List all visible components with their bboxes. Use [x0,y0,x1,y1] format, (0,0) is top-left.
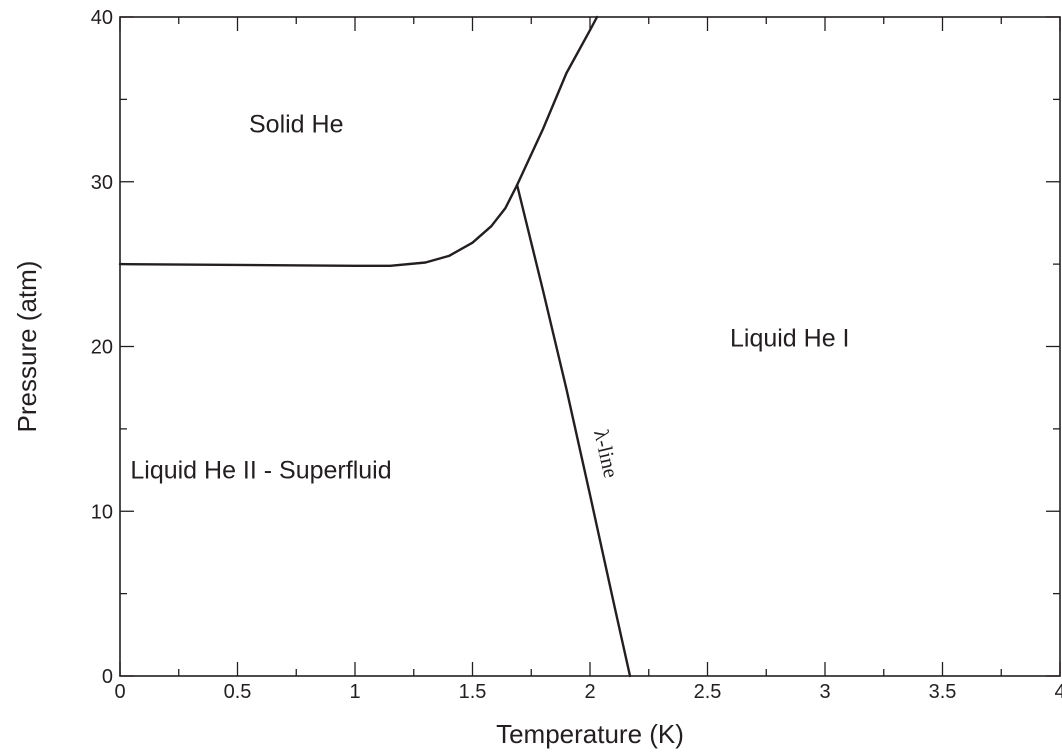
y-tick-label-40: 40 [91,7,113,29]
x-tick-label-0: 0 [114,681,125,703]
plot-frame [119,16,1061,677]
x-axis-title: Temperature (K) [496,719,684,749]
y-tick-label-0: 0 [102,666,113,688]
label-liquid-he-i: Liquid He I [730,325,850,353]
x-tick-label-2: 2 [584,681,595,703]
y-tick-label-10: 10 [91,501,113,523]
label-liquid-he-ii: Liquid He II - Superfluid [130,456,391,484]
x-tick-label-1.5: 1.5 [459,681,487,703]
axis-ticks [119,16,1061,677]
x-tick-label-2.5: 2.5 [694,681,722,703]
y-tick-label-30: 30 [91,172,113,194]
region-labels: Solid He Liquid He I Liquid He II - Superf… [130,110,849,484]
melting-curve-low [118,183,519,267]
x-tick-label-4: 4 [1054,681,1062,703]
x-tick-label-1: 1 [349,681,360,703]
label-solid-he: Solid He [249,110,344,138]
x-tick-label-3.5: 3.5 [929,681,957,703]
y-tick-label-20: 20 [91,337,113,359]
phase-boundaries [118,15,632,678]
lambda-line [515,183,632,678]
x-tick-label-3: 3 [819,681,830,703]
melting-curve-high [515,15,599,187]
y-axis-title: Pressure (atm) [12,261,42,433]
lambda-line-label: λ-line [589,427,623,480]
x-tick-label-0.5: 0.5 [224,681,252,703]
